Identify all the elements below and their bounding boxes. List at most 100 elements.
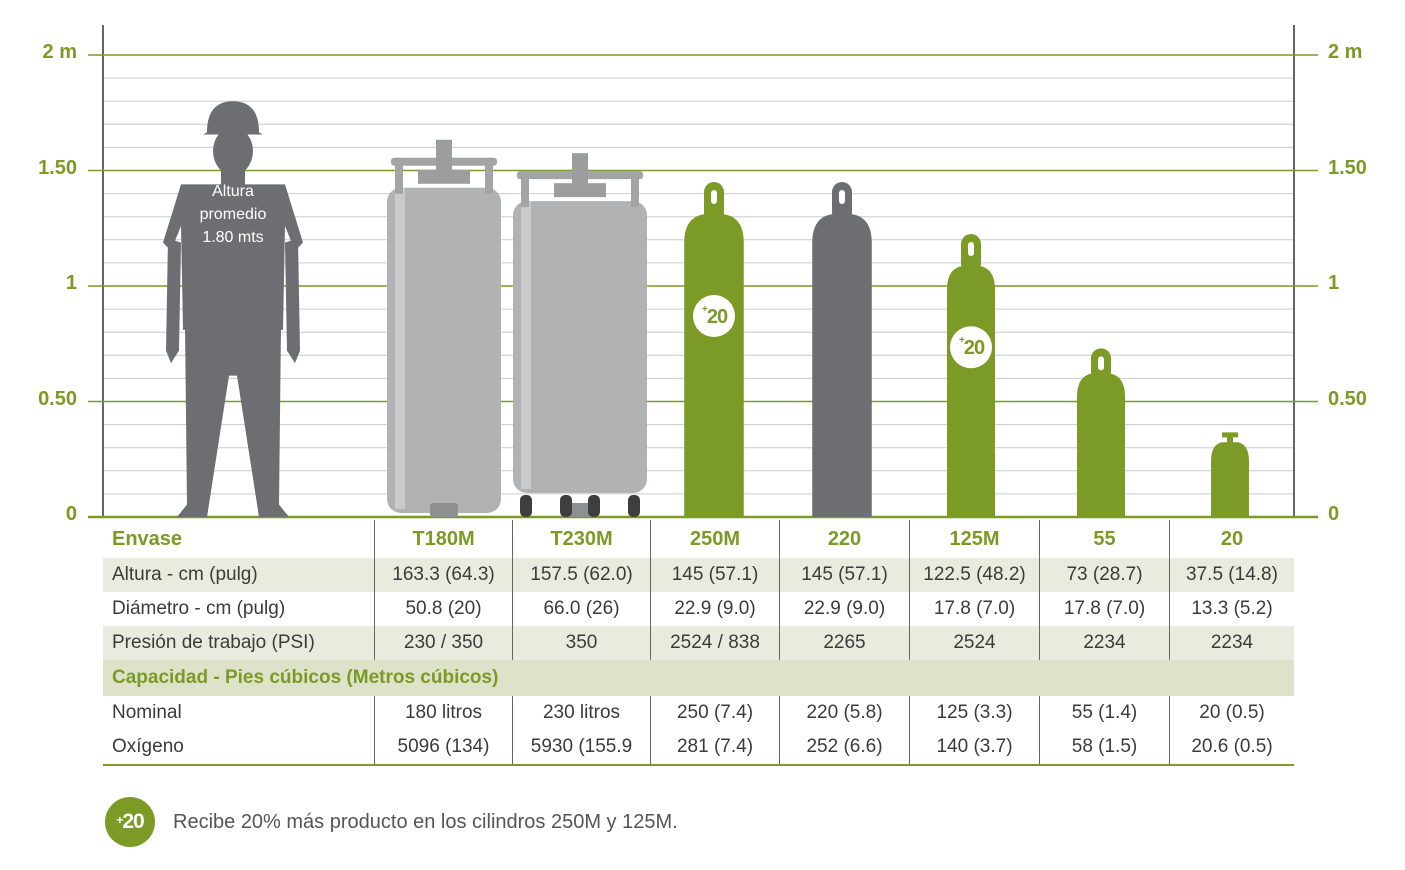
- badge-prefix-text: +: [959, 335, 965, 346]
- dewar-t180m: [387, 139, 501, 517]
- table-cell: 58 (1.5): [1039, 730, 1170, 766]
- dewar-wheel: [588, 495, 600, 517]
- y-tick-label-left: 2 m: [42, 41, 77, 63]
- table-cell: 250 (7.4): [650, 696, 780, 730]
- dewar-base: [566, 503, 594, 517]
- y-tick-label-right: 0: [1328, 503, 1340, 525]
- person-legs: [177, 325, 289, 517]
- person-helmet: [203, 101, 263, 135]
- table-cell: 20 (0.5): [1169, 696, 1294, 730]
- y-tick-label-left: 0: [65, 503, 77, 525]
- row-label: Altura - cm (pulg): [103, 558, 375, 592]
- table-cell: 350: [512, 626, 651, 660]
- header-col: 250M: [650, 520, 780, 558]
- y-tick-label-right: 1.50: [1328, 156, 1367, 179]
- table-cell: 252 (6.6): [779, 730, 910, 766]
- badge-prefix-text: +: [702, 304, 708, 315]
- header-col: 20: [1169, 520, 1294, 558]
- dewar-manifold: [418, 169, 470, 184]
- plus-20-badge-icon: [950, 326, 992, 369]
- table-cell: 13.3 (5.2): [1169, 592, 1294, 626]
- table-cell: 230 / 350: [374, 626, 513, 660]
- person-silhouette: [163, 101, 303, 517]
- table-cell: 50.8 (20): [374, 592, 513, 626]
- header-col: 55: [1039, 520, 1170, 558]
- cylinder-body: [1211, 442, 1249, 517]
- dewar-post: [521, 171, 529, 208]
- capacity-section-label: Capacidad - Pies cúbicos (Metros cúbicos…: [103, 660, 1294, 696]
- y-tick-label-left: 1: [65, 272, 77, 294]
- plus-20-badge-icon: [693, 295, 735, 338]
- table-cell: 22.9 (9.0): [779, 592, 910, 626]
- table-cell: 37.5 (14.8): [1169, 558, 1294, 592]
- table-cell: 20.6 (0.5): [1169, 730, 1294, 766]
- table-cell: 145 (57.1): [650, 558, 780, 592]
- chart-canvas: +20+ 20: [88, 25, 1318, 519]
- dewar-wheel: [560, 495, 572, 517]
- badge-text: 20: [122, 810, 144, 833]
- person-height-label: Altura promedio 1.80 mts: [178, 180, 288, 249]
- y-tick-label-right: 1: [1328, 272, 1340, 294]
- dewar-manifold: [554, 183, 606, 198]
- row-label: Nominal: [112, 702, 182, 723]
- table-cell: 180 litros: [374, 696, 513, 730]
- person-label-line: promedio: [199, 206, 267, 223]
- y-tick-label-left: 1.50: [38, 156, 77, 179]
- table-cell: 5930 (155.9: [512, 730, 651, 766]
- dewar-post: [485, 157, 493, 194]
- table-cell: 230 litros: [512, 696, 651, 730]
- table-cell: 122.5 (48.2): [909, 558, 1040, 592]
- table-row: Diámetro - cm (pulg) 50.8 (20) 66.0 (26)…: [103, 592, 1294, 626]
- specifications-table: Envase T180M T230M 250M 220 125M 55 20 A…: [103, 520, 1294, 766]
- y-tick-label-left: 0.50: [38, 387, 77, 410]
- table-cell: 2524 / 838: [650, 626, 780, 660]
- cylinder-250m: +20: [684, 182, 744, 518]
- table-cell: 5096 (134): [374, 730, 513, 766]
- table-cell: 2265: [779, 626, 910, 660]
- person-left-arm: [166, 238, 181, 364]
- cylinder-cap-hole: [968, 242, 974, 257]
- person-right-arm: [285, 238, 300, 364]
- table-cell: 281 (7.4): [650, 730, 780, 766]
- table-cell: 73 (28.7): [1039, 558, 1170, 592]
- dewar-wheel: [628, 495, 640, 517]
- table-cell: 2234: [1039, 626, 1170, 660]
- cylinder-125m: +20: [946, 234, 996, 517]
- table-cell: 157.5 (62.0): [512, 558, 651, 592]
- table-header-row: Envase T180M T230M 250M 220 125M 55 20: [103, 520, 1294, 558]
- cylinder-valve-handle: [1222, 432, 1238, 438]
- header-col: T230M: [512, 520, 651, 558]
- table-row: Altura - cm (pulg) 163.3 (64.3) 157.5 (6…: [103, 558, 1294, 592]
- y-tick-label-right: 0.50: [1328, 387, 1367, 410]
- table-cell: 140 (3.7): [909, 730, 1040, 766]
- cylinder-cap-hole: [839, 190, 845, 205]
- row-label: Oxígeno: [103, 730, 375, 766]
- table-cell: 2524: [909, 626, 1040, 660]
- table-cell: 2234: [1169, 626, 1294, 660]
- footer-note: +20 Recibe 20% más producto en los cilin…: [105, 797, 678, 847]
- row-label: Presión de trabajo (PSI): [103, 626, 375, 660]
- footer-note-text: Recibe 20% más producto en los cilindros…: [173, 810, 678, 833]
- header-col: 220: [779, 520, 910, 558]
- table-cell: 17.8 (7.0): [1039, 592, 1170, 626]
- person-torso: [163, 184, 303, 330]
- cylinder-valve: [1227, 436, 1233, 451]
- table-cell: 163.3 (64.3): [374, 558, 513, 592]
- table-cell: 125 (3.3): [909, 696, 1040, 730]
- header-col: 125M: [909, 520, 1040, 558]
- header-envase: Envase: [112, 527, 183, 550]
- cylinder-body: [812, 214, 872, 518]
- badge-number-text: 20: [707, 306, 728, 328]
- row-label: Diámetro - cm (pulg): [112, 598, 286, 619]
- dewar-highlight: [395, 187, 405, 510]
- table-cell: 22.9 (9.0): [650, 592, 780, 626]
- dewar-base: [430, 503, 458, 517]
- cylinder-body: [946, 266, 996, 517]
- badge-prefix: +: [116, 813, 123, 827]
- table-row: Presión de trabajo (PSI) 230 / 350 350 2…: [103, 626, 1294, 660]
- cylinder-cap-hole: [711, 190, 717, 205]
- dewar-body: [513, 201, 647, 494]
- person-head: [213, 127, 253, 176]
- badge-number-text: 20: [964, 337, 985, 359]
